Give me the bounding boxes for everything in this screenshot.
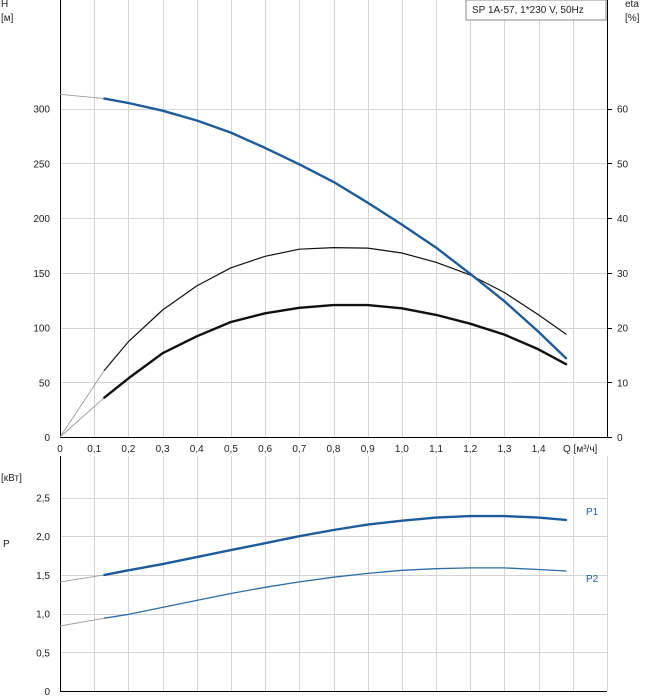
flow-tick-label: 1,1: [429, 444, 443, 455]
flow-tick-label: 0,1: [87, 444, 101, 455]
flow-axis-title: Q [м³/ч]: [563, 444, 598, 455]
eta-tick-label: 50: [617, 159, 629, 170]
bottom-curves: [59, 514, 568, 627]
flow-tick-label: 0,9: [361, 444, 375, 455]
top-curves: [59, 93, 568, 438]
flow-tick-label: 1,4: [532, 444, 546, 455]
p2-curve-extrapolated: [59, 617, 105, 627]
power-tick-label: 2,5: [36, 494, 50, 505]
flow-tick-label: 0,5: [224, 444, 238, 455]
flow-tick-label: 0,7: [292, 444, 306, 455]
head-tick-label: 250: [33, 159, 50, 170]
flow-tick-label: 1,0: [395, 444, 409, 455]
title-box: [465, 0, 607, 21]
head-tick-label: 0: [44, 433, 50, 444]
eta-tick-label: 30: [617, 269, 629, 280]
eta-hydraulic-curve-extrapolated: [59, 397, 105, 438]
p1-curve: [103, 514, 568, 577]
flow-tick-label: 0,4: [190, 444, 204, 455]
power-tick-label: 0,5: [36, 648, 50, 659]
head-curve: [103, 97, 568, 360]
top-chart: H [м] eta [%] SP 1A-57, 1*230 V, 50Hz 0 5…: [1, 0, 640, 455]
flow-tick-label: 0,8: [327, 444, 341, 455]
head-tick-labels: 0 50 100 150 200 250 300: [33, 105, 50, 445]
power-axis-unit: [кВт]: [1, 473, 22, 484]
power-tick-label: 1,0: [36, 610, 50, 621]
flow-tick-labels: 0 0,1 0,2 0,3 0,4 0,5 0,6 0,7 0,8 0,9 1,0 1,1 1,2 1,3…: [57, 444, 597, 455]
p2-curve: [103, 567, 567, 619]
head-curve-extrapolated: [59, 93, 105, 100]
series-label-p1: P1: [586, 507, 599, 518]
eta-tick-label: 20: [617, 324, 629, 335]
power-tick-labels: 0 0,5 1,0 1,5 2,0 2,5: [36, 494, 50, 699]
eta-tick-label: 0: [617, 433, 623, 444]
flow-tick-label: 0,6: [258, 444, 272, 455]
head-tick-label: 150: [33, 269, 50, 280]
eta-tick-labels: 0 10 20 30 40 50 60: [607, 105, 629, 444]
eta-axis-label: eta: [625, 0, 639, 10]
head-axis-label: H: [1, 0, 8, 10]
head-tick-label: 300: [33, 105, 50, 116]
eta-axis-unit: [%]: [625, 13, 640, 24]
bottom-grid: [60, 456, 608, 692]
power-tick-label: 0: [44, 687, 50, 698]
head-tick-label: 100: [33, 324, 50, 335]
eta-total-curve: [103, 247, 567, 371]
flow-tick-label: 1,2: [463, 444, 477, 455]
top-grid: [60, 0, 608, 438]
chart-title: SP 1A-57, 1*230 V, 50Hz: [472, 5, 584, 16]
series-label-p2: P2: [586, 574, 599, 585]
head-tick-label: 200: [33, 214, 50, 225]
p1-curve-extrapolated: [59, 574, 105, 583]
eta-tick-label: 40: [617, 214, 629, 225]
bottom-chart: P [кВт] 0 0,5 1,0 1,5 2,0 2,5 P1 P2: [1, 456, 608, 698]
head-axis-unit: [м]: [1, 13, 14, 24]
eta-hydraulic-curve: [103, 303, 568, 399]
flow-tick-label: 0: [57, 444, 63, 455]
flow-tick-label: 1,3: [497, 444, 511, 455]
flow-tick-label: 0,2: [121, 444, 135, 455]
power-axis-label: P: [3, 539, 10, 550]
flow-tick-label: 0,3: [156, 444, 170, 455]
power-tick-label: 1,5: [36, 571, 50, 582]
eta-total-curve-extrapolated: [59, 369, 105, 438]
power-tick-label: 2,0: [36, 532, 50, 543]
eta-tick-label: 60: [617, 105, 629, 116]
eta-tick-label: 10: [617, 378, 629, 389]
head-tick-label: 50: [39, 378, 51, 389]
